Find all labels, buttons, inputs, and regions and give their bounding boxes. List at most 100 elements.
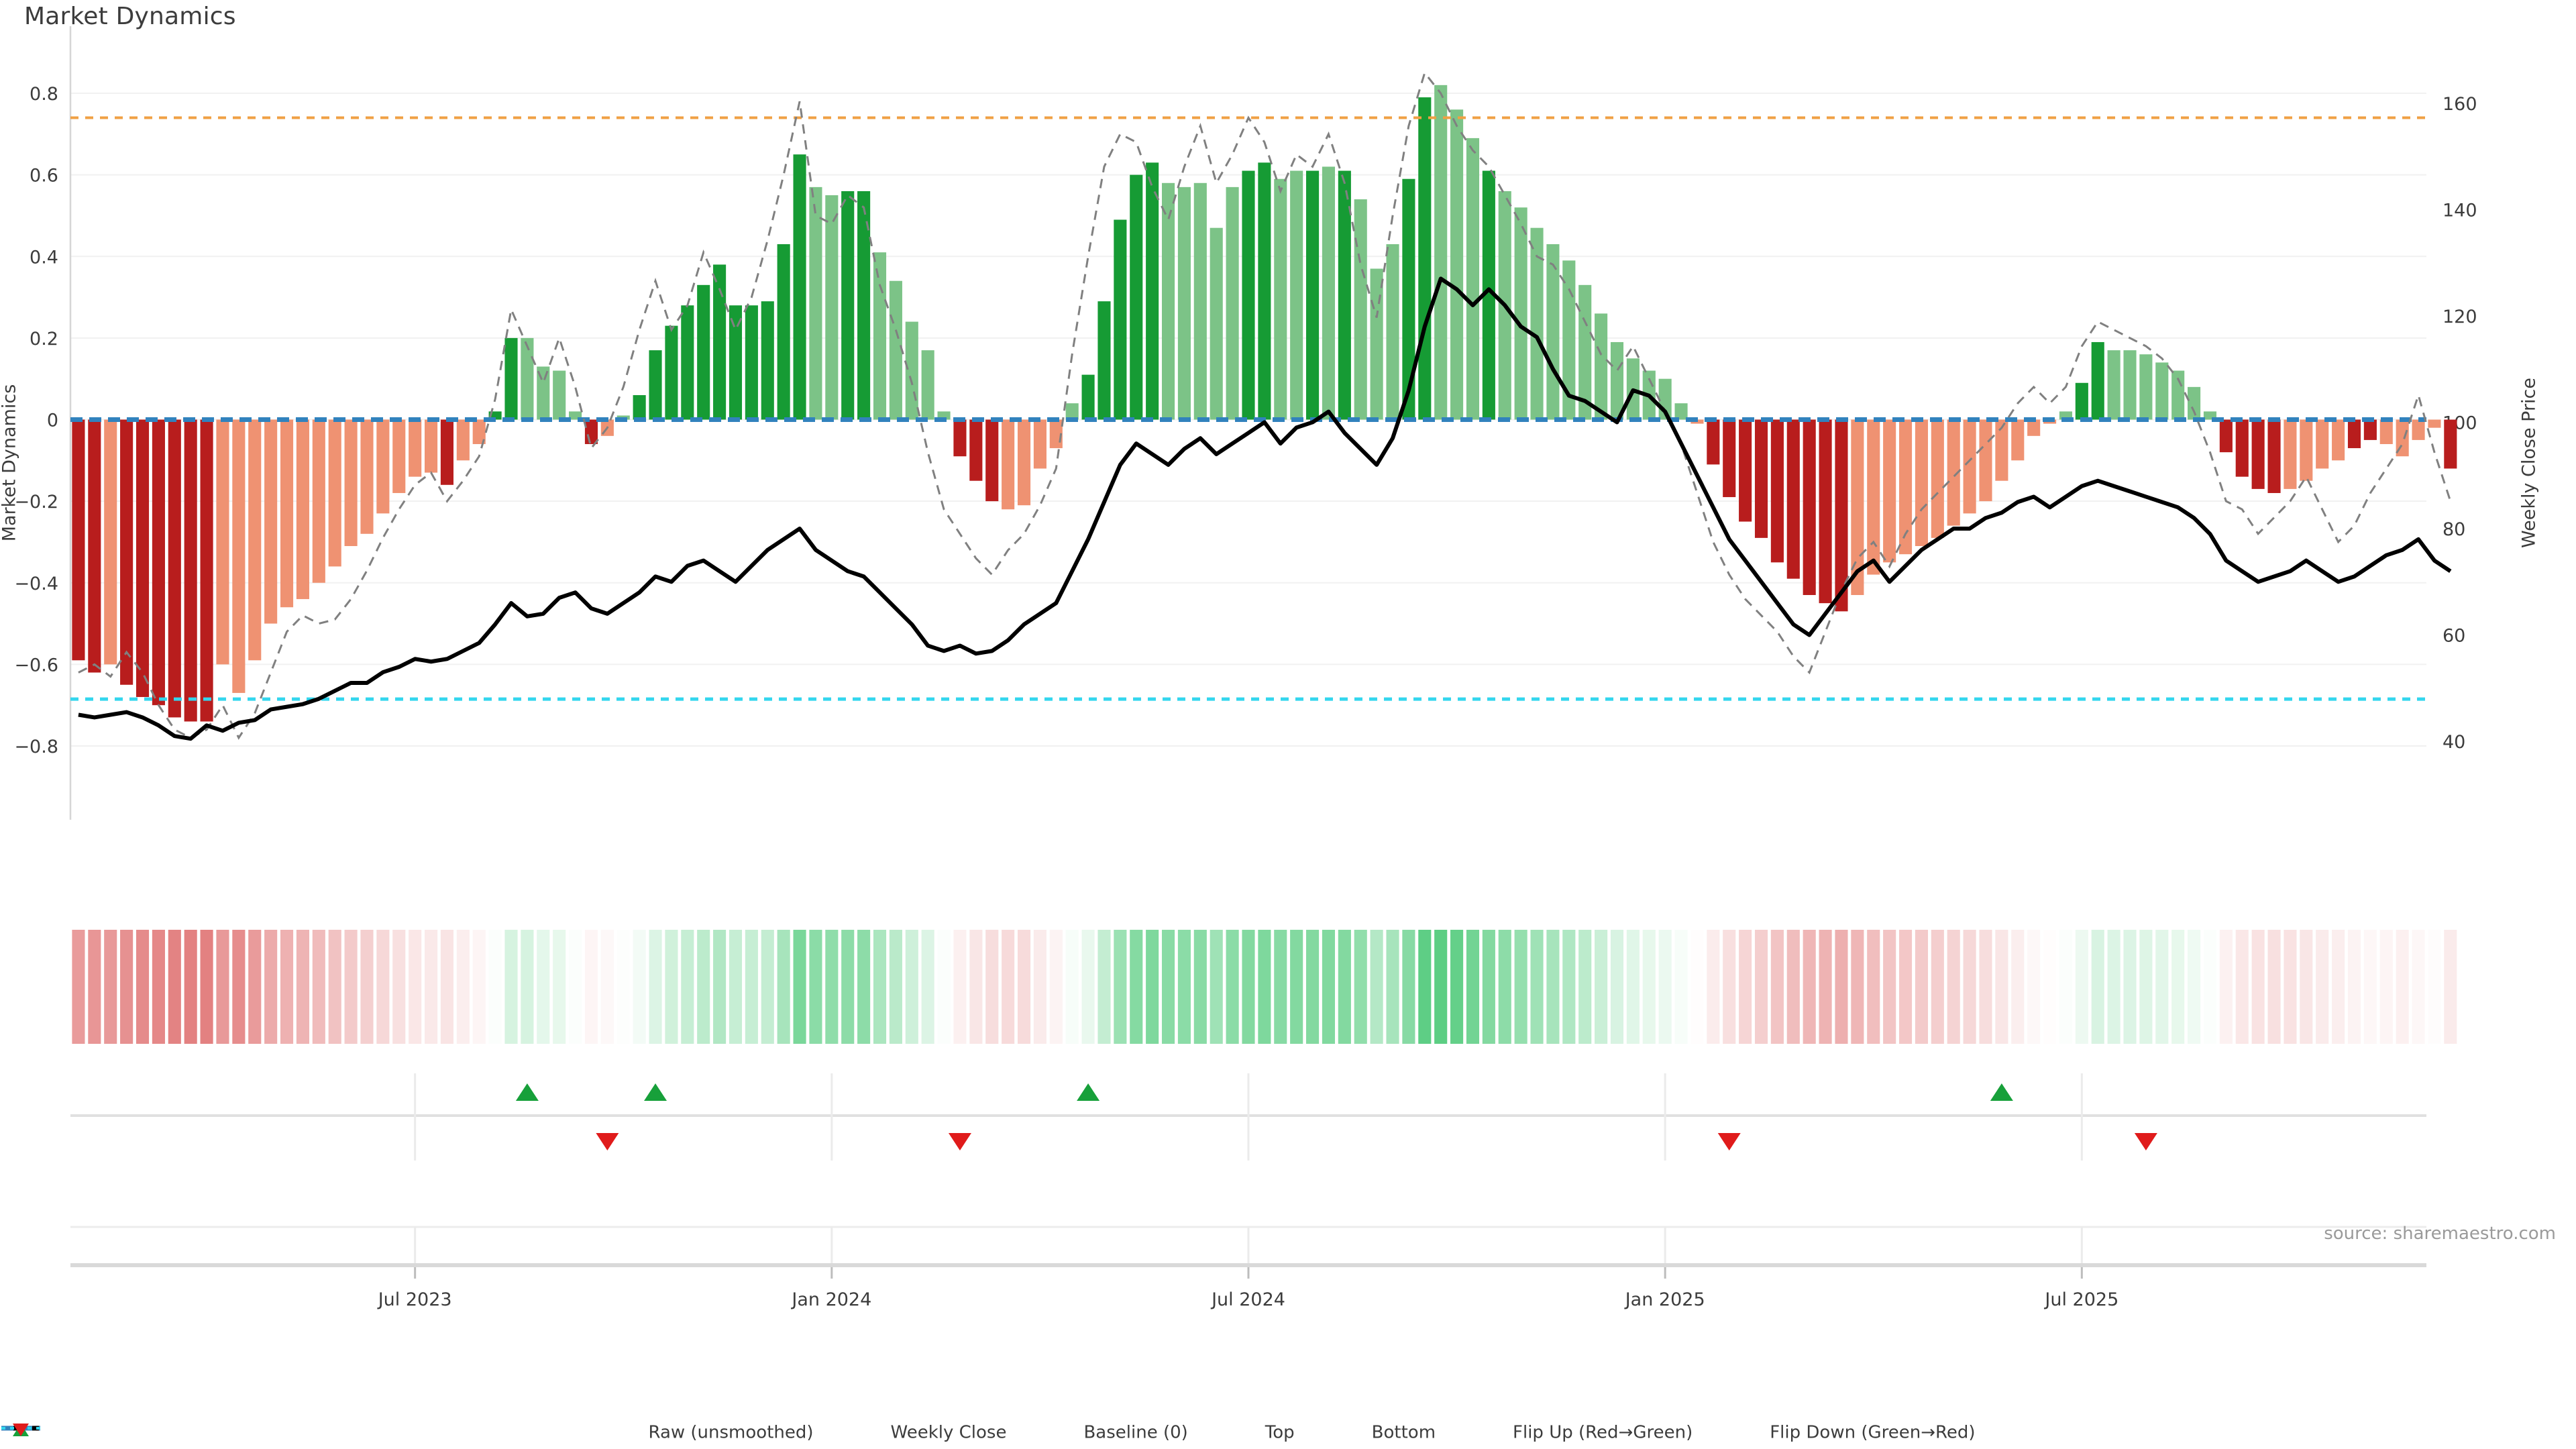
bar	[312, 419, 325, 583]
heatmap-cell	[152, 930, 165, 1044]
legend-item-baseline-zero[interactable]: Baseline (0)	[1, 1422, 1188, 1443]
y-tick-label-left: 0.6	[30, 166, 58, 186]
chart-legend: Raw (unsmoothed) Weekly Close Baseline (0)…	[0, 1422, 2576, 1443]
heatmap-cell	[376, 930, 390, 1044]
heatmap-cell	[2219, 930, 2233, 1044]
bar	[152, 419, 165, 706]
bar	[841, 191, 855, 420]
heatmap-cell	[521, 930, 534, 1044]
legend-item-flip-up[interactable]: Flip Up (Red→Green)	[13, 1422, 1693, 1443]
heatmap-cell	[1835, 930, 1848, 1044]
bar	[1707, 419, 1720, 465]
bar	[136, 419, 150, 698]
bar	[504, 337, 518, 420]
heatmap-cell	[1161, 930, 1175, 1044]
source-caption: source: sharemaestro.com	[2324, 1224, 2556, 1244]
heatmap-cell	[1258, 930, 1271, 1044]
bar	[1723, 419, 1736, 498]
heatmap-cell	[537, 930, 550, 1044]
flip-up-marker[interactable]	[515, 1083, 539, 1101]
heatmap-cell	[729, 930, 743, 1044]
y-tick-label-right: 120	[2443, 307, 2477, 327]
bar	[761, 301, 774, 420]
bar	[409, 419, 422, 477]
heatmap-cell	[1002, 930, 1015, 1044]
bar	[665, 325, 678, 420]
heatmap-cell	[88, 930, 101, 1044]
heatmap-cell	[1466, 930, 1480, 1044]
bar	[1161, 182, 1175, 420]
bar	[1739, 419, 1752, 522]
dotted-line-icon	[1, 1427, 1259, 1439]
flip-down-marker[interactable]	[948, 1133, 971, 1150]
heatmap-cell	[2027, 930, 2041, 1044]
heatmap-cell	[1177, 930, 1191, 1044]
bar	[1338, 170, 1351, 420]
legend-label: Flip Down (Green→Red)	[1770, 1422, 1976, 1443]
heatmap-cell	[392, 930, 406, 1044]
bar	[2235, 419, 2249, 477]
flip-up-marker[interactable]	[644, 1083, 667, 1101]
page-title: Market Dynamics	[24, 3, 236, 30]
heatmap-cell	[2284, 930, 2297, 1044]
heatmap-cell	[1595, 930, 1608, 1044]
bar	[1226, 186, 1239, 420]
flip-down-marker[interactable]	[2134, 1133, 2157, 1150]
heatmap-cell	[1274, 930, 1287, 1044]
bar	[1867, 419, 1880, 575]
heatmap-cell	[1482, 930, 1495, 1044]
heatmap-cell	[1193, 930, 1207, 1044]
bar	[825, 195, 839, 420]
heatmap-cell	[1017, 930, 1031, 1044]
bar	[1033, 419, 1046, 469]
heatmap-cell	[2075, 930, 2088, 1044]
solid-line-icon	[1, 1426, 885, 1439]
legend-item-bottom[interactable]: Bottom	[1, 1422, 1436, 1443]
bar	[2123, 350, 2137, 420]
flip-down-marker[interactable]	[1717, 1133, 1741, 1150]
legend-label: Weekly Close	[890, 1422, 1007, 1443]
bar	[2363, 419, 2377, 440]
heatmap-cell	[1867, 930, 1880, 1044]
bar	[1114, 219, 1127, 420]
bar	[424, 419, 438, 473]
legend-item-flip-down[interactable]: Flip Down (Green→Red)	[13, 1422, 1976, 1443]
bar	[1370, 268, 1383, 420]
y-tick-label-left: 0.8	[30, 84, 58, 105]
heatmap-cell	[1963, 930, 1976, 1044]
heatmap-cell	[1434, 930, 1448, 1044]
flip-up-marker[interactable]	[1990, 1083, 2013, 1101]
heatmap-cell	[2235, 930, 2249, 1044]
heatmap-cell	[168, 930, 181, 1044]
heatmap-cell	[2123, 930, 2137, 1044]
heatmap-cell	[440, 930, 453, 1044]
legend-item-raw-unsmoothed[interactable]: Raw (unsmoothed)	[1, 1422, 814, 1443]
bar	[1786, 419, 1800, 579]
legend-item-top[interactable]: Top	[1, 1422, 1295, 1443]
heatmap-cell	[1402, 930, 1415, 1044]
bar	[2412, 419, 2425, 440]
heatmap-cell	[1210, 930, 1223, 1044]
legend-item-weekly-close[interactable]: Weekly Close	[1, 1422, 1007, 1443]
bar	[1242, 170, 1255, 420]
heatmap-cell	[665, 930, 678, 1044]
heatmap-cell	[1610, 930, 1624, 1044]
heatmap-cell	[857, 930, 871, 1044]
flip-down-marker[interactable]	[596, 1133, 619, 1150]
heatmap-cell	[777, 930, 790, 1044]
heatmap-cell	[1786, 930, 1800, 1044]
flip-up-marker[interactable]	[1077, 1083, 1100, 1101]
bar	[1546, 244, 1560, 420]
bar	[2284, 419, 2297, 489]
heatmap-cell	[472, 930, 486, 1044]
bar	[697, 284, 710, 420]
heatmap-cell	[809, 930, 822, 1044]
heatmap-cell	[713, 930, 727, 1044]
heatmap-cell	[1049, 930, 1063, 1044]
y-tick-label-right: 140	[2443, 200, 2477, 221]
heatmap-cell	[1546, 930, 1560, 1044]
bar	[472, 419, 486, 444]
heatmap-cell	[2203, 930, 2217, 1044]
heatmap-cell	[184, 930, 197, 1044]
heatmap-cell	[104, 930, 117, 1044]
